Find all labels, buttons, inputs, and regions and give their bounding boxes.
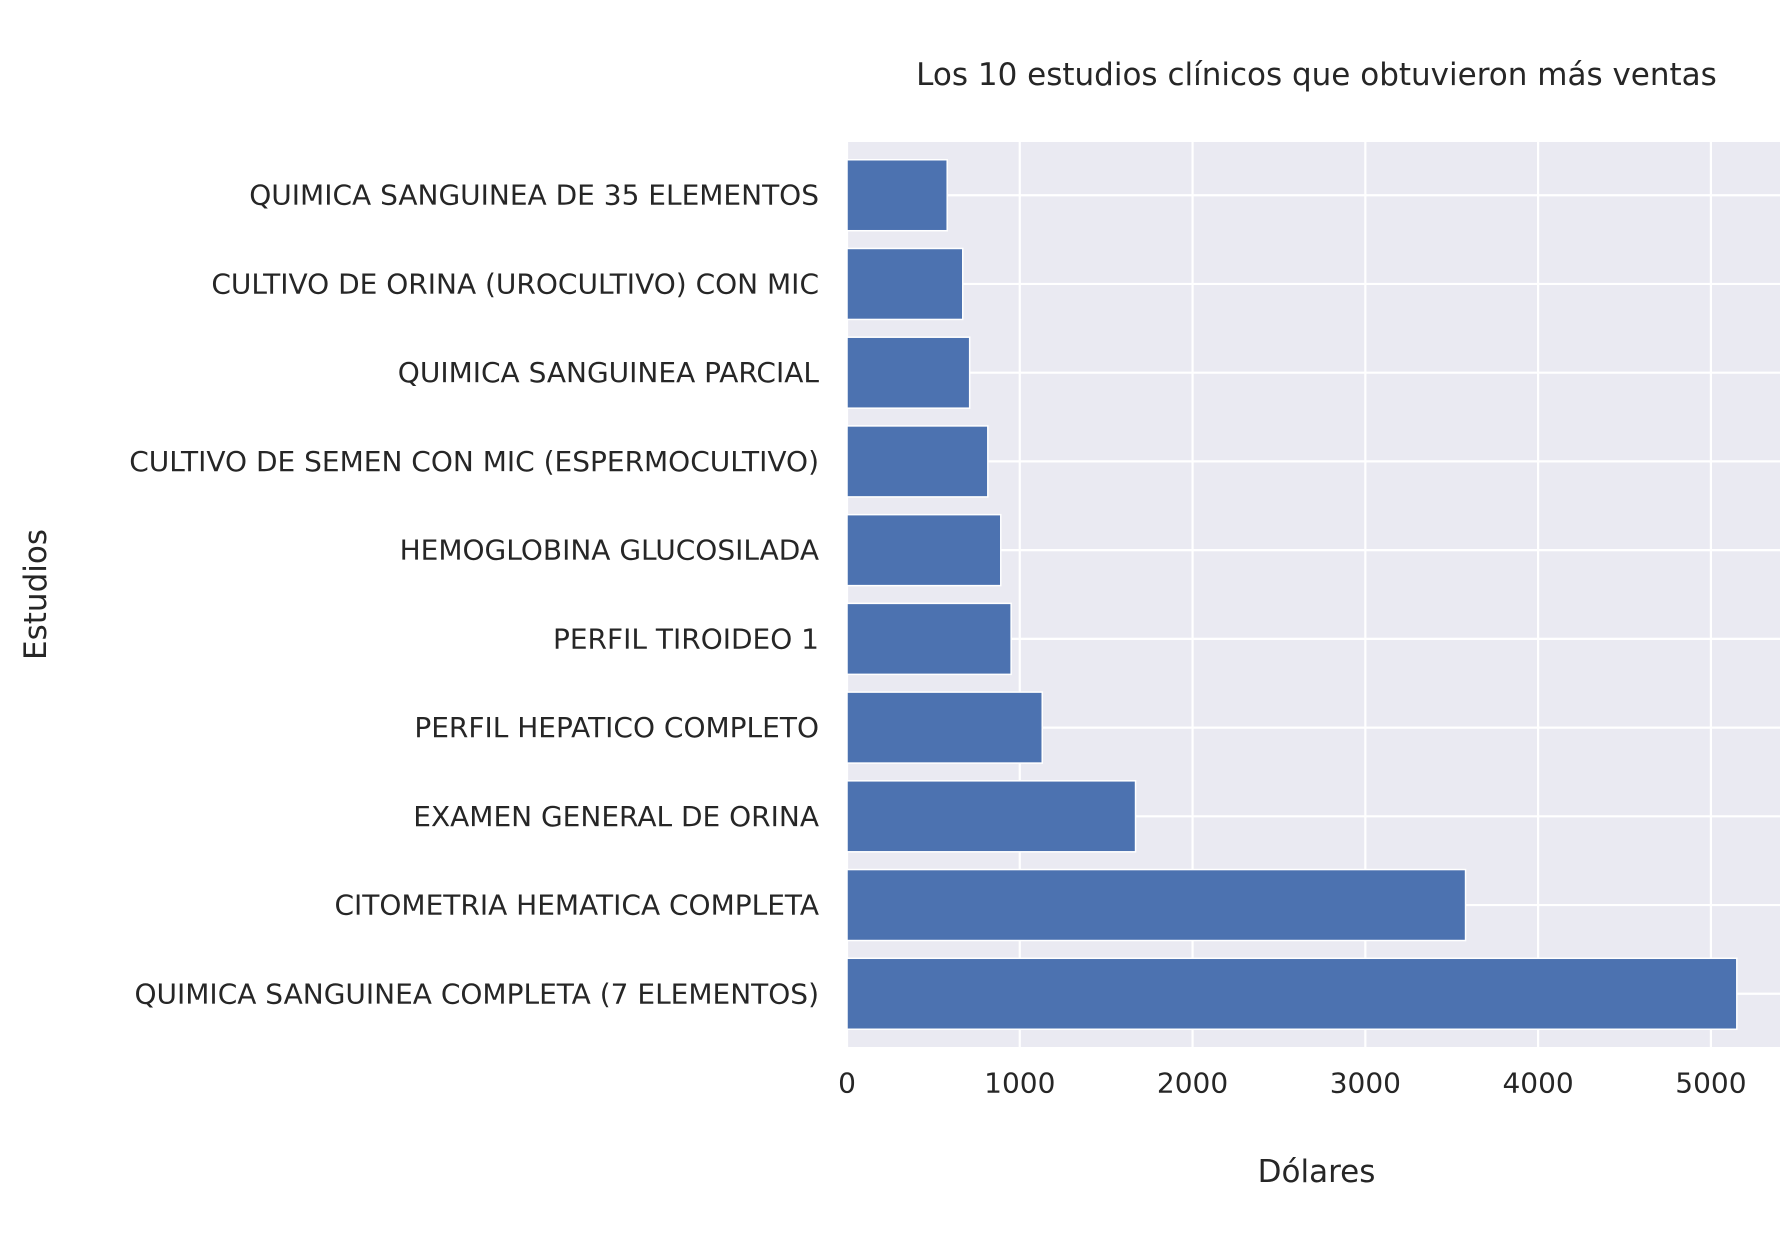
x-tick-label: 1000 <box>984 1067 1055 1100</box>
bar <box>846 425 989 498</box>
y-tick-label: EXAMEN GENERAL DE ORINA <box>413 800 819 833</box>
bar <box>846 247 964 321</box>
x-tick-label: 5000 <box>1675 1067 1746 1100</box>
bar <box>846 691 1043 764</box>
x-tick-label: 2000 <box>1157 1067 1228 1100</box>
bar <box>846 780 1137 853</box>
x-tick-label: 3000 <box>1330 1067 1401 1100</box>
y-axis-label: Estudios <box>18 529 54 660</box>
bar <box>846 602 1012 676</box>
y-tick-label: HEMOGLOBINA GLUCOSILADA <box>400 534 819 567</box>
chart-title: Los 10 estudios clínicos que obtuvieron … <box>916 57 1717 93</box>
y-tick-label: PERFIL HEPATICO COMPLETO <box>414 711 819 744</box>
bar <box>846 513 1002 587</box>
x-tick-label: 0 <box>838 1067 856 1100</box>
y-tick-label: CULTIVO DE SEMEN CON MIC (ESPERMOCULTIVO… <box>129 445 819 478</box>
bar <box>846 868 1467 942</box>
x-axis-label: Dólares <box>1258 1154 1376 1190</box>
y-tick-label: QUIMICA SANGUINEA COMPLETA (7 ELEMENTOS) <box>134 977 819 1010</box>
y-tick-label: CULTIVO DE ORINA (UROCULTIVO) CON MIC <box>211 267 819 300</box>
y-tick-label: CITOMETRIA HEMATICA COMPLETA <box>334 889 819 922</box>
bar <box>846 158 948 232</box>
x-tick-label: 4000 <box>1502 1067 1573 1100</box>
bar <box>846 957 1738 1031</box>
bar <box>846 336 971 409</box>
y-tick-label: QUIMICA SANGUINEA DE 35 ELEMENTOS <box>249 179 819 212</box>
y-tick-label: PERFIL TIROIDEO 1 <box>553 622 819 655</box>
y-tick-label: QUIMICA SANGUINEA PARCIAL <box>398 356 820 389</box>
